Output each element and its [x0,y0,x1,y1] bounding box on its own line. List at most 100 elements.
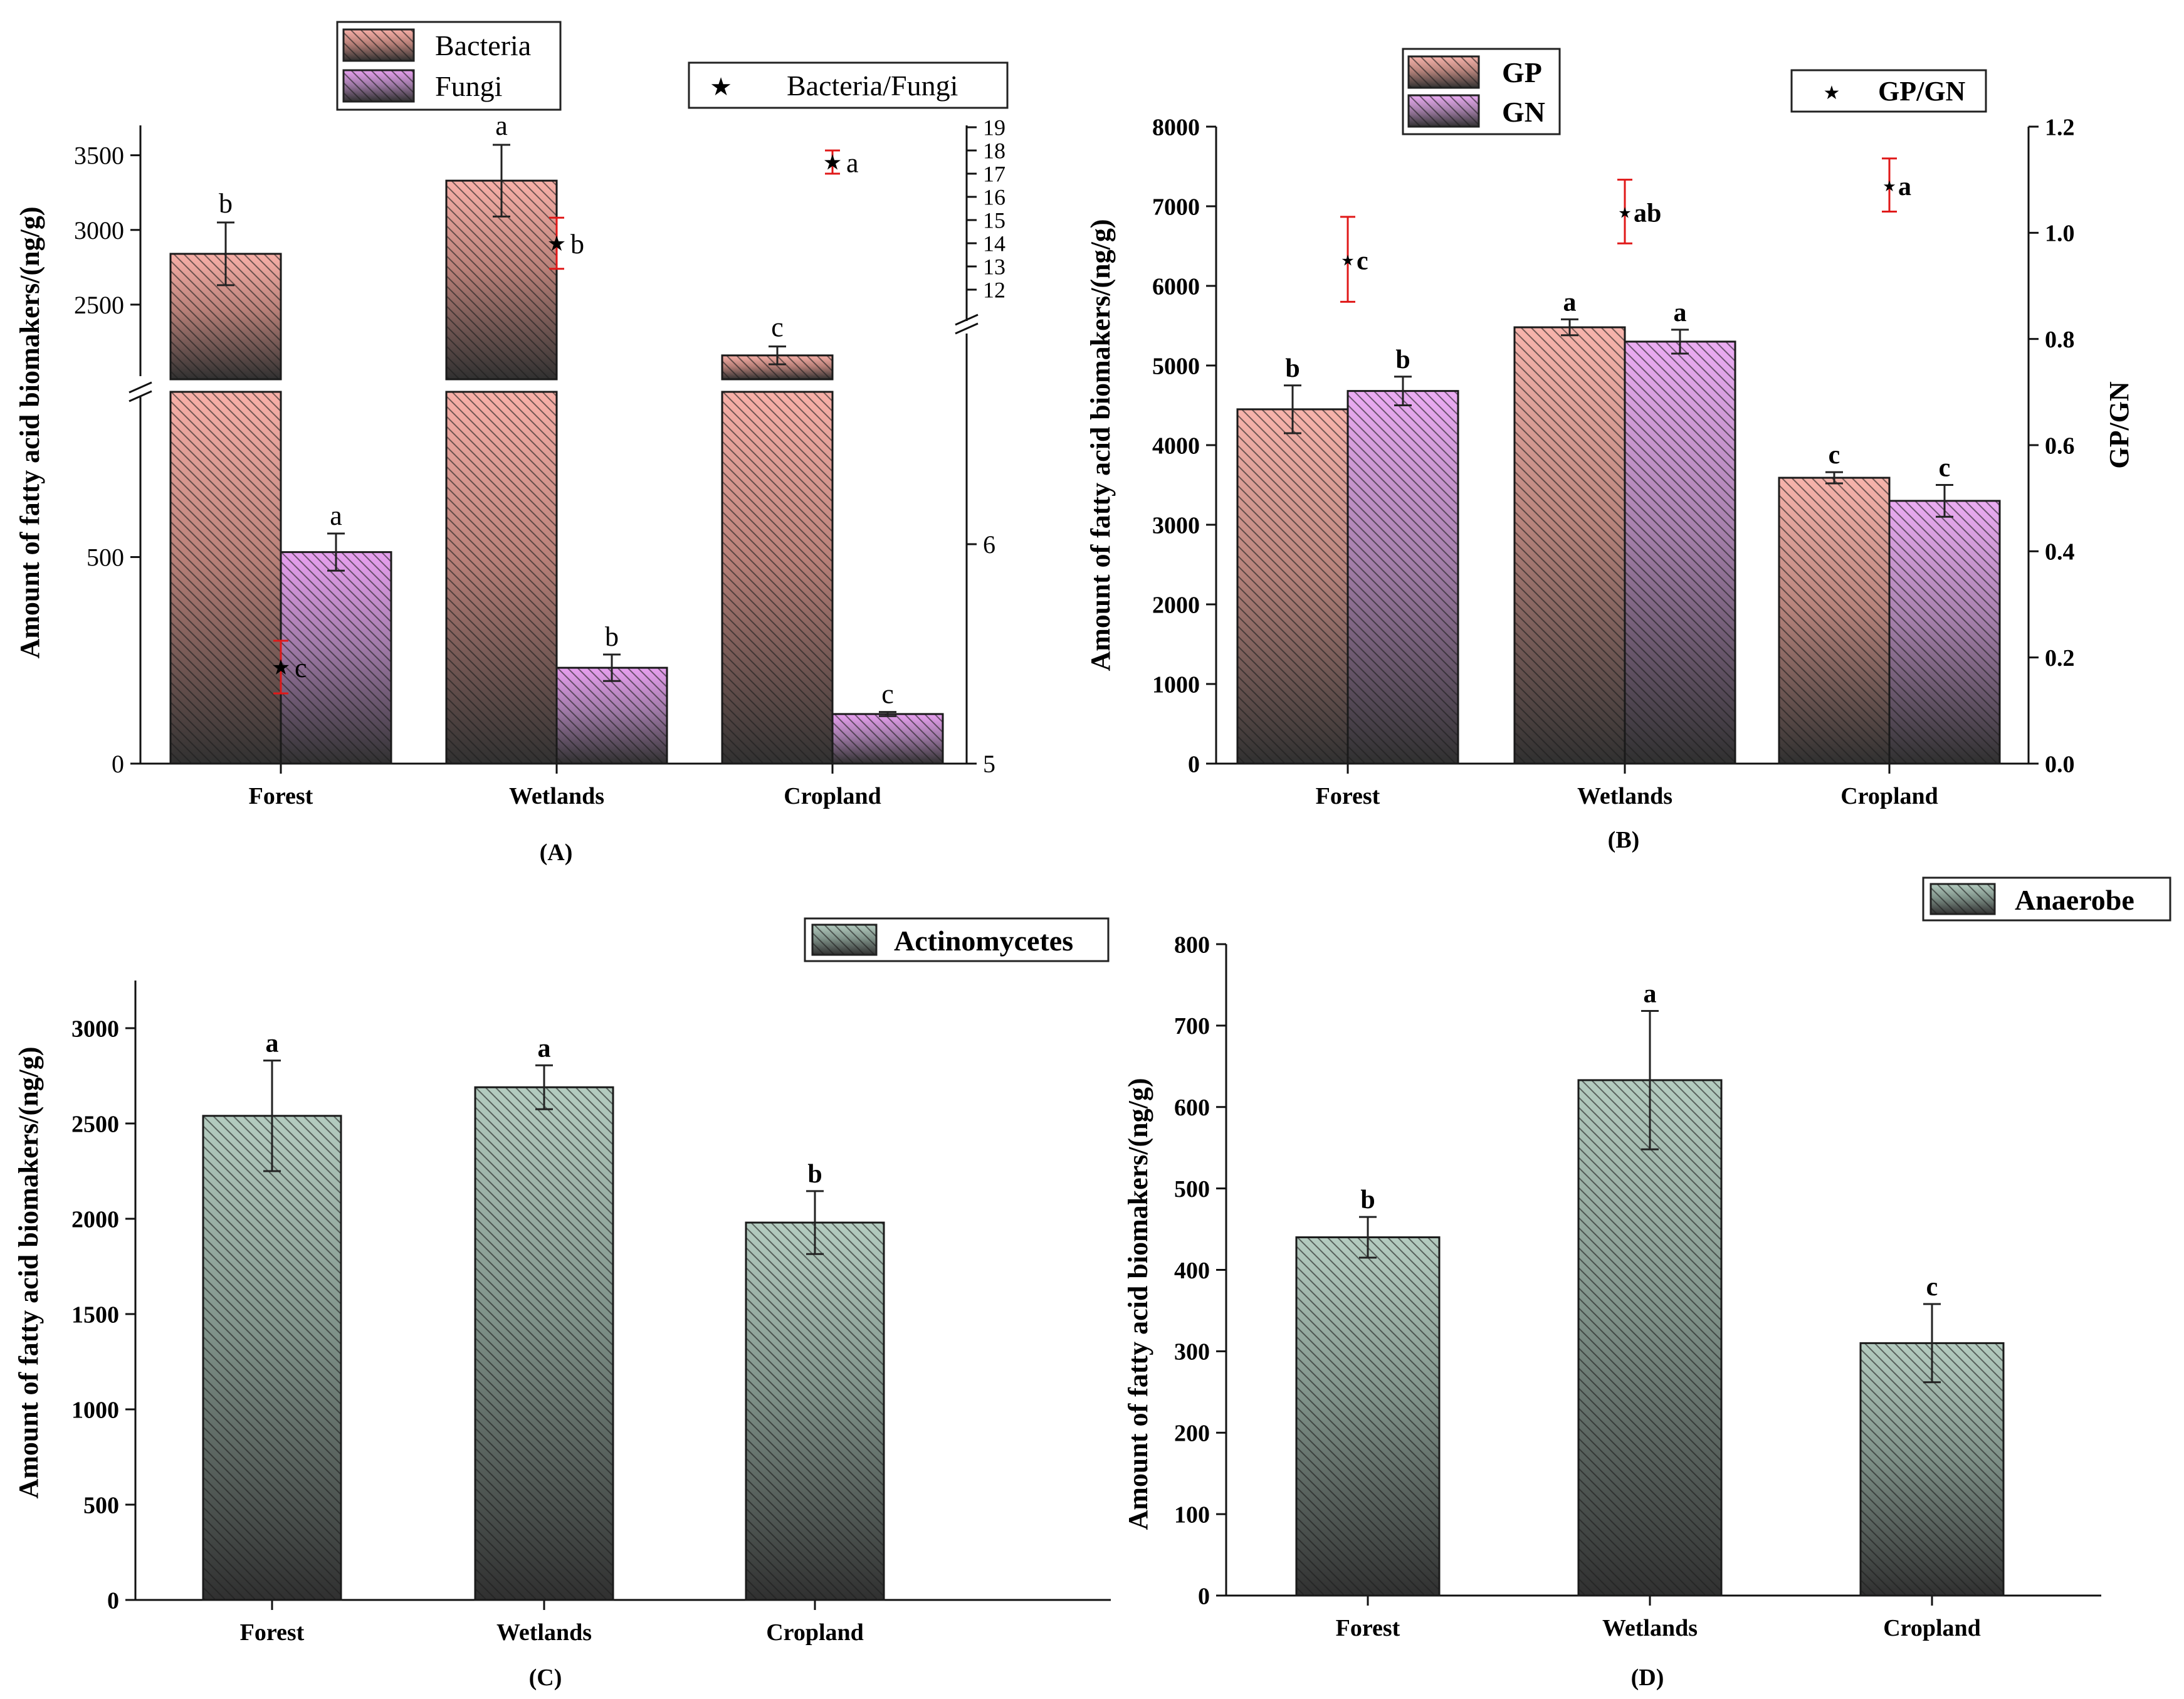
panel-b-y-ticklabel-2000: 2000 [1152,592,1200,618]
panel-c-y-ticklabel-1000: 1000 [71,1397,119,1423]
letter-gn-0: b [1395,345,1410,374]
panel-a-y2-ticklabel-5: 5 [983,750,995,778]
panel-b-y-ticklabel-6000: 6000 [1152,273,1200,300]
panel-a-y2-ticklabel-19: 19 [983,115,1005,140]
bar-gn-0-hatch [1348,391,1458,764]
legend-swatch-bacteria-hatch [344,29,414,61]
panel-a-y2-ticklabel-18: 18 [983,139,1005,164]
legend-label-bacteria-fungi: Bacteria/Fungi [787,70,958,102]
panel-a-label: (A) [540,839,573,866]
panel-a-xlabel-wetlands: Wetlands [509,783,604,809]
panel-d-y-ticklabel-300: 300 [1174,1339,1210,1365]
bar-actinomycetes-0-hatch [203,1115,341,1600]
letter-gpgn-1: ab [1634,199,1661,228]
panel-a-y2-ticklabel-6: 6 [983,530,995,559]
panel-c-y-ticklabel-3000: 3000 [71,1016,119,1042]
panel-b-legend: GP GN [1402,48,1561,135]
panel-b-y-ticklabel-7000: 7000 [1152,194,1200,220]
panel-c-plot: 0 500 1000 1500 2000 2500 3000 Forest Wetlands Cr… [71,981,1111,1646]
panel-b-ylabel: Amount of fatty acid biomakers/(ng/g) [1085,219,1116,671]
gpgn-star-2: ★ [1882,179,1896,195]
panel-d-legend: Anaerobe [1922,876,2171,922]
panel-b-legend-ratio: ★ GP/GN [1790,69,1987,113]
bar-actinomycetes-1-hatch [475,1087,613,1600]
bar-anaerobe-0-hatch [1296,1237,1439,1596]
panel-b-plot: 0 1000 2000 3000 4000 5000 6000 7000 8000 0.0 0.2 0… [1152,114,2075,809]
panel-d-y-ticklabel-700: 700 [1174,1013,1210,1039]
letter-bacteria-2: c [771,312,784,343]
panel-c-xlabel-forest: Forest [240,1619,305,1646]
letter-ratio-0: c [295,653,307,683]
letter-gn-2: c [1939,454,1951,483]
panel-d-y-ticklabel-0: 0 [1198,1583,1210,1609]
panel-b-y2label: GP/GN [2104,381,2134,469]
letter-anaerobe-1: a [1644,979,1657,1008]
panel-b-xlabel-cropland: Cropland [1840,783,1938,809]
legend-label-anaerobe: Anaerobe [2015,884,2134,916]
bar-gp-2-hatch [1779,478,1889,764]
letter-gp-1: a [1563,288,1577,317]
letter-actinomycetes-0: a [266,1029,279,1058]
letter-bacteria-0: b [219,188,233,219]
letter-gpgn-2: a [1898,172,1911,201]
panel-d-ylabel: Amount of fatty acid biomakers/(ng/g) [1123,1078,1153,1530]
letter-anaerobe-0: b [1360,1186,1375,1214]
panel-a-y2-ticklabel-13: 13 [983,255,1005,280]
panel-d-y-ticklabel-600: 600 [1174,1095,1210,1121]
panel-c-y-ticklabel-0: 0 [107,1587,119,1614]
legend-ratio-star-icon-b: ★ [1824,83,1840,103]
panel-a-y-ticklabel-2500: 2500 [74,291,124,319]
panel-b: Amount of fatty acid biomakers/(ng/g) GP… [1085,48,2134,853]
panel-b-y-ticklabel-5000: 5000 [1152,353,1200,379]
panel-c-y-ticklabel-1500: 1500 [71,1302,119,1328]
letter-gn-1: a [1674,298,1687,327]
panel-a-legend-ratio: ★ Bacteria/Fungi [688,61,1009,109]
panel-a-y-ticklabel-3500: 3500 [74,142,124,170]
panel-a-y-ticklabel-0: 0 [112,750,124,778]
panel-a-legend-ratio-box [688,61,1009,109]
letter-actinomycetes-2: b [807,1160,822,1189]
letter-gpgn-0: c [1357,247,1368,276]
panel-d-y-ticklabel-800: 800 [1174,932,1210,958]
bar-bacteria-lower-2-hatch [722,392,832,764]
letter-anaerobe-2: c [1926,1273,1938,1302]
legend-swatch-gn-hatch [1409,95,1479,127]
panel-d: Amount of fatty acid biomakers/(ng/g) (D… [1123,876,2171,1691]
bar-anaerobe-1-hatch [1578,1080,1721,1596]
bar-fungi-0-hatch [281,552,391,764]
panel-b-y2-ticklabel-0.4: 0.4 [2045,539,2075,565]
bar-bacteria-lower-1-hatch [446,392,557,764]
legend-label-gn: GN [1502,96,1545,128]
panel-b-y2-ticklabel-0.8: 0.8 [2045,327,2075,353]
panel-b-label: (B) [1608,827,1640,853]
letter-fungi-0: a [330,500,342,531]
panel-d-xlabel-forest: Forest [1336,1615,1400,1641]
panel-d-xlabel-cropland: Cropland [1883,1615,1981,1641]
legend-swatch-fungi-hatch [344,70,414,102]
panel-b-y2-ticklabel-1.2: 1.2 [2045,114,2075,140]
letter-gp-2: c [1829,441,1840,470]
bar-gn-1-hatch [1625,341,1735,764]
letter-gp-0: b [1285,354,1299,383]
panel-b-legend-ratio-box [1790,69,1987,113]
panel-d-label: (D) [1631,1665,1664,1691]
panel-c-xlabel-wetlands: Wetlands [496,1619,592,1646]
panel-a-y2-ticklabel-15: 15 [983,208,1005,233]
panel-b-xlabel-forest: Forest [1316,783,1380,809]
panel-c-y-ticklabel-500: 500 [83,1492,119,1518]
panel-c-y-ticklabel-2000: 2000 [71,1206,119,1233]
panel-b-y2-ticklabel-1.0: 1.0 [2045,221,2075,247]
panel-c-xlabel-cropland: Cropland [766,1619,864,1646]
panel-c-label: (C) [529,1665,562,1691]
panel-d-y-ticklabel-400: 400 [1174,1258,1210,1284]
panel-a-y-ticklabel-3000: 3000 [74,216,124,245]
panel-a-xlabel-forest: Forest [249,783,313,809]
bar-gn-2-hatch [1889,500,2000,764]
panel-d-xlabel-wetlands: Wetlands [1602,1615,1698,1641]
panel-b-y2-ticklabel-0.0: 0.0 [2045,751,2075,777]
letter-fungi-2: c [881,679,894,710]
panel-a-y2-ticklabel-14: 14 [983,231,1005,256]
panel-c-y-ticklabel-2500: 2500 [71,1111,119,1137]
panel-d-plot: 0 100 200 300 400 500 600 700 800 Forest Wetlands C… [1174,932,2101,1641]
